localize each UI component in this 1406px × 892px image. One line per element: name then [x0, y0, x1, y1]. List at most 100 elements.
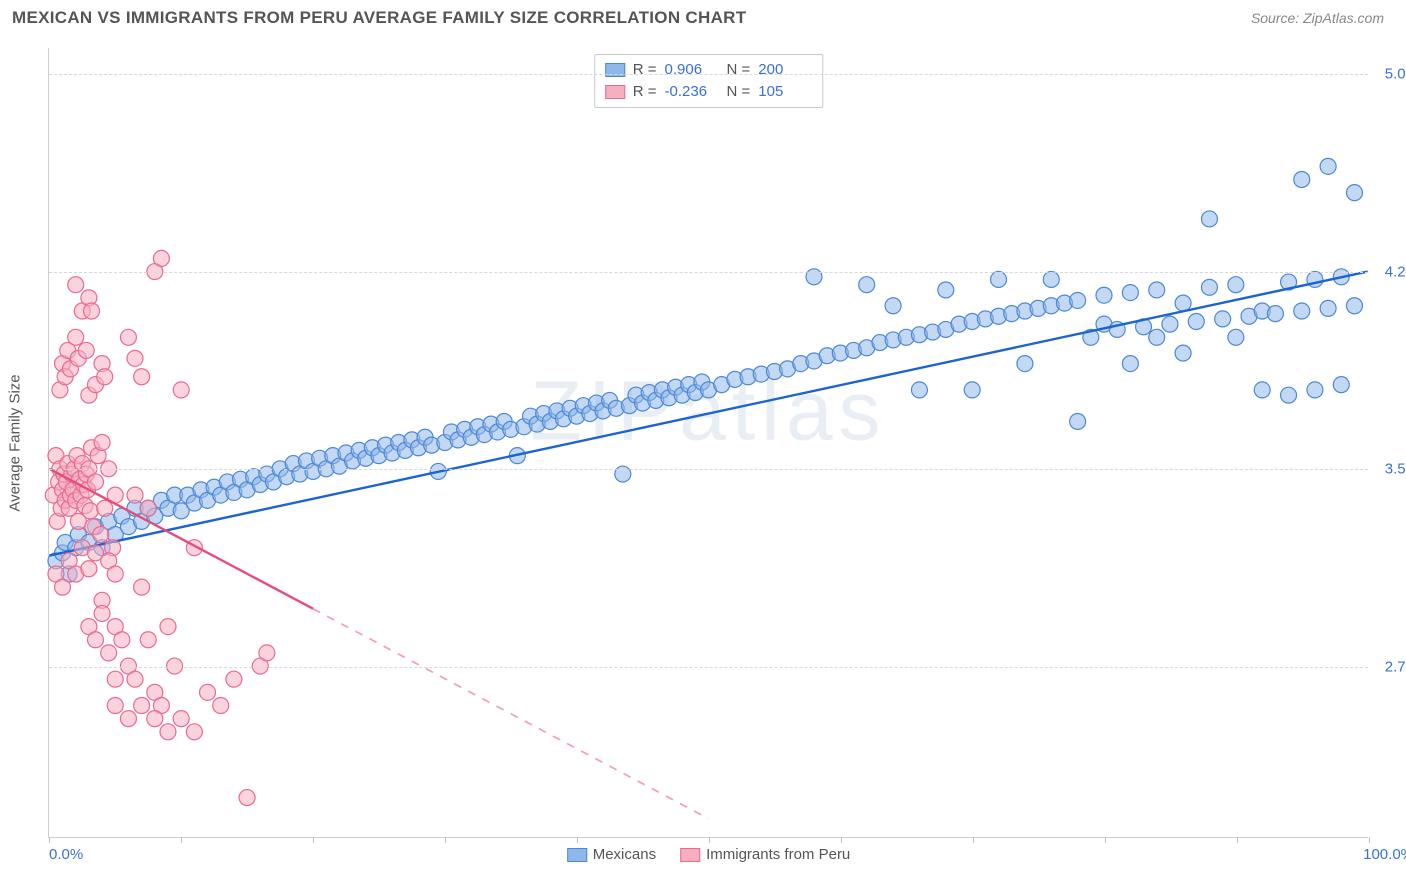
- scatter-point: [55, 579, 71, 595]
- x-axis-label-right: 100.0%: [1363, 846, 1406, 863]
- bottom-legend-item-1: Immigrants from Peru: [680, 846, 850, 863]
- scatter-point: [87, 474, 103, 490]
- scatter-point: [147, 711, 163, 727]
- y-tick-label: 5.00: [1374, 66, 1406, 83]
- scatter-point: [94, 605, 110, 621]
- stat-n-label-0: N =: [727, 59, 751, 81]
- scatter-point: [885, 298, 901, 314]
- scatter-point: [1215, 311, 1231, 327]
- scatter-point: [1122, 285, 1138, 301]
- scatter-point: [114, 632, 130, 648]
- stat-n-value-1: 105: [758, 81, 812, 103]
- scatter-point: [82, 503, 98, 519]
- scatter-point: [94, 435, 110, 451]
- scatter-point: [1070, 413, 1086, 429]
- scatter-point: [1333, 377, 1349, 393]
- x-tick-mark: [49, 837, 50, 843]
- scatter-point: [1175, 345, 1191, 361]
- scatter-point: [173, 382, 189, 398]
- y-tick-label: 2.75: [1374, 658, 1406, 675]
- chart-plot-area: ZIPatlas Average Family Size R = 0.906 N…: [48, 48, 1368, 838]
- scatter-point: [160, 724, 176, 740]
- scatter-point: [1149, 282, 1165, 298]
- scatter-point: [68, 277, 84, 293]
- gridline: [49, 272, 1368, 273]
- bottom-legend-label-0: Mexicans: [593, 846, 656, 863]
- gridline: [49, 469, 1368, 470]
- scatter-point: [1281, 387, 1297, 403]
- legend-stats-row-0: R = 0.906 N = 200: [605, 59, 813, 81]
- stat-n-label-1: N =: [727, 81, 751, 103]
- bottom-legend-item-0: Mexicans: [567, 846, 656, 863]
- scatter-point: [200, 684, 216, 700]
- scatter-point: [859, 277, 875, 293]
- x-tick-mark: [181, 837, 182, 843]
- scatter-point: [991, 271, 1007, 287]
- scatter-point: [107, 698, 123, 714]
- scatter-point: [938, 282, 954, 298]
- scatter-point: [1201, 211, 1217, 227]
- source-attribution: Source: ZipAtlas.com: [1251, 10, 1384, 26]
- stat-r-label-0: R =: [633, 59, 657, 81]
- chart-title: MEXICAN VS IMMIGRANTS FROM PERU AVERAGE …: [12, 8, 746, 28]
- scatter-point: [153, 250, 169, 266]
- x-axis-label-left: 0.0%: [49, 846, 83, 863]
- x-tick-mark: [313, 837, 314, 843]
- scatter-point: [1188, 314, 1204, 330]
- trend-line-dashed: [313, 609, 708, 819]
- scatter-point: [239, 790, 255, 806]
- trend-line: [49, 272, 1367, 556]
- scatter-point: [134, 369, 150, 385]
- scatter-point: [120, 711, 136, 727]
- x-tick-mark: [577, 837, 578, 843]
- y-tick-label: 4.25: [1374, 263, 1406, 280]
- x-tick-mark: [709, 837, 710, 843]
- scatter-point: [1320, 158, 1336, 174]
- bottom-legend: Mexicans Immigrants from Peru: [567, 846, 851, 863]
- scatter-point: [1228, 329, 1244, 345]
- scatter-point: [134, 698, 150, 714]
- scatter-point: [101, 645, 117, 661]
- scatter-point: [1228, 277, 1244, 293]
- y-axis-title: Average Family Size: [7, 374, 24, 511]
- x-tick-mark: [841, 837, 842, 843]
- scatter-point: [127, 671, 143, 687]
- scatter-point: [84, 303, 100, 319]
- x-tick-mark: [973, 837, 974, 843]
- scatter-point: [78, 342, 94, 358]
- scatter-point: [107, 671, 123, 687]
- stat-n-value-0: 200: [758, 59, 812, 81]
- scatter-point: [134, 579, 150, 595]
- scatter-point: [1254, 382, 1270, 398]
- x-tick-mark: [1105, 837, 1106, 843]
- scatter-point: [140, 500, 156, 516]
- scatter-point: [140, 632, 156, 648]
- legend-stats-row-1: R = -0.236 N = 105: [605, 81, 813, 103]
- scatter-point: [1201, 279, 1217, 295]
- stat-r-value-0: 0.906: [665, 59, 719, 81]
- chart-header: MEXICAN VS IMMIGRANTS FROM PERU AVERAGE …: [0, 0, 1406, 32]
- x-tick-mark: [1237, 837, 1238, 843]
- x-tick-mark: [1369, 837, 1370, 843]
- scatter-point: [1267, 306, 1283, 322]
- legend-swatch-1: [605, 85, 625, 99]
- scatter-point: [1149, 329, 1165, 345]
- bottom-legend-swatch-1: [680, 848, 700, 862]
- stat-r-label-1: R =: [633, 81, 657, 103]
- scatter-point: [127, 350, 143, 366]
- scatter-point: [1162, 316, 1178, 332]
- scatter-svg: [49, 48, 1368, 837]
- scatter-point: [107, 566, 123, 582]
- scatter-point: [213, 698, 229, 714]
- scatter-point: [160, 619, 176, 635]
- scatter-point: [1096, 287, 1112, 303]
- scatter-point: [259, 645, 275, 661]
- stat-r-value-1: -0.236: [665, 81, 719, 103]
- x-tick-mark: [445, 837, 446, 843]
- scatter-point: [127, 487, 143, 503]
- scatter-point: [87, 632, 103, 648]
- scatter-point: [1294, 172, 1310, 188]
- legend-stats-box: R = 0.906 N = 200 R = -0.236 N = 105: [594, 54, 824, 108]
- scatter-point: [1346, 298, 1362, 314]
- scatter-point: [120, 329, 136, 345]
